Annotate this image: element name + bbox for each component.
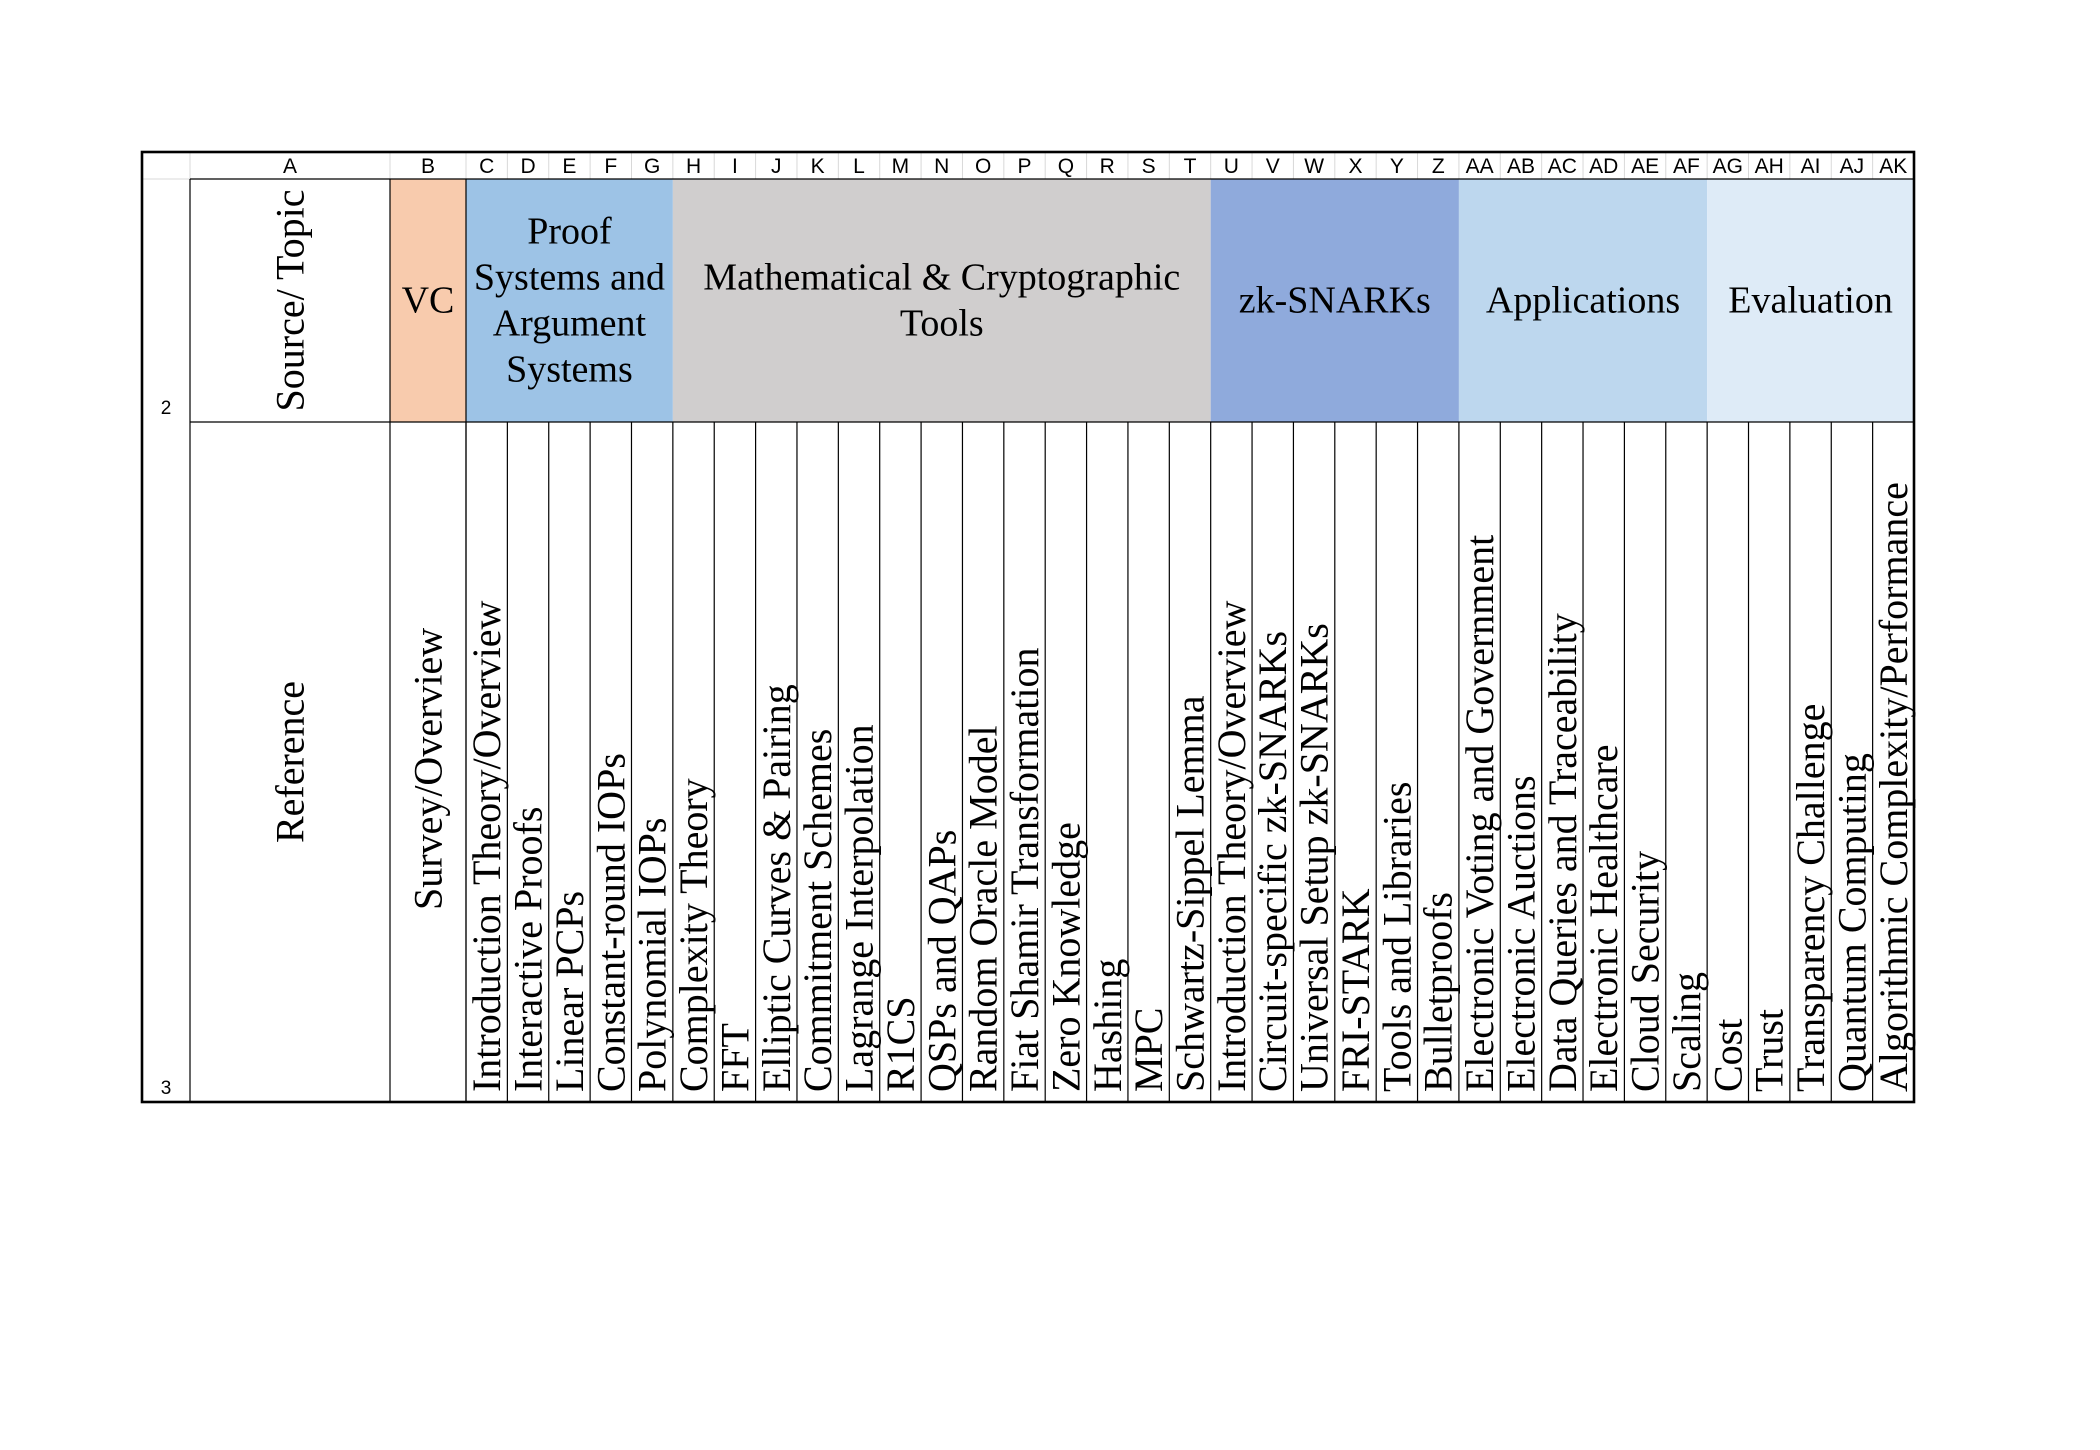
subtopic-v: Circuit-specific zk-SNARKs — [1250, 631, 1295, 1092]
column-header-ae[interactable]: AE — [1631, 155, 1659, 178]
subtopic-ac: Data Queries and Traceability — [1540, 613, 1585, 1092]
column-header-g[interactable]: G — [644, 155, 660, 178]
column-header-af[interactable]: AF — [1673, 155, 1700, 178]
category-title-proof-systems: Proof — [527, 211, 612, 253]
column-header-s[interactable]: S — [1142, 155, 1156, 178]
column-header-ab[interactable]: AB — [1507, 155, 1535, 178]
category-fill-vc — [390, 179, 466, 422]
source-topic-label: Source/ Topic — [268, 190, 313, 412]
category-title-math-crypto: Mathematical & Cryptographic — [703, 257, 1180, 299]
column-header-k[interactable]: K — [811, 155, 825, 178]
column-header-t[interactable]: T — [1184, 155, 1197, 178]
subtopic-z: Bulletproofs — [1416, 892, 1461, 1092]
category-fill-evaluation — [1707, 179, 1914, 422]
column-header-l[interactable]: L — [853, 155, 865, 178]
column-header-z[interactable]: Z — [1432, 155, 1445, 178]
column-header-f[interactable]: F — [604, 155, 617, 178]
column-header-h[interactable]: H — [686, 155, 701, 178]
column-header-ac[interactable]: AC — [1548, 155, 1577, 178]
subtopic-y: Tools and Libraries — [1374, 782, 1419, 1092]
print-area-border — [140, 150, 1916, 1104]
category-title-evaluation: Evaluation — [1728, 280, 1893, 322]
column-header-b[interactable]: B — [421, 155, 435, 178]
reference-label: Reference — [268, 681, 313, 843]
row-number-2[interactable]: 2 — [161, 398, 172, 419]
column-header-ad[interactable]: AD — [1589, 155, 1618, 178]
category-title-proof-systems: Systems — [506, 349, 633, 391]
column-header-d[interactable]: D — [520, 155, 535, 178]
subtopic-t: Schwartz-Sippel Lemma — [1168, 695, 1213, 1092]
subtopic-u: Introduction Theory/Overview — [1209, 601, 1254, 1092]
subtopic-ad: Electronic Healthcare — [1581, 744, 1626, 1092]
column-header-v[interactable]: V — [1266, 155, 1280, 178]
subtopic-k: Commitment Schemes — [795, 729, 840, 1092]
subtopic-ag: Cost — [1705, 1019, 1750, 1092]
subtopic-g: Polynomial IOPs — [630, 818, 675, 1092]
column-header-y[interactable]: Y — [1390, 155, 1404, 178]
subtopic-n: QSPs and QAPs — [919, 830, 964, 1092]
subtopic-s: MPC — [1126, 1008, 1171, 1093]
category-title-vc: VC — [402, 280, 455, 322]
category-title-proof-systems: Argument — [493, 303, 647, 345]
column-header-strip — [142, 152, 1914, 179]
subtopic-o: Random Oracle Model — [961, 725, 1006, 1092]
column-header-aj[interactable]: AJ — [1840, 155, 1865, 178]
subtopic-l: Lagrange Interpolation — [837, 724, 882, 1092]
subtopic-p: Fiat Shamir Transformation — [1002, 648, 1047, 1092]
category-fill-zk-snarks — [1210, 179, 1459, 422]
category-fill-math-crypto — [672, 179, 1211, 422]
subtopic-q: Zero Knowledge — [1043, 822, 1088, 1092]
column-header-w[interactable]: W — [1304, 155, 1324, 178]
subtopic-ab: Electronic Auctions — [1498, 775, 1543, 1092]
subtopic-i: FFT — [712, 1023, 757, 1092]
category-fill-proof-systems — [466, 179, 673, 422]
category-title-proof-systems: Systems and — [474, 257, 665, 299]
column-header-i[interactable]: I — [732, 155, 738, 178]
column-header-ag[interactable]: AG — [1713, 155, 1743, 178]
column-header-x[interactable]: X — [1348, 155, 1362, 178]
subtopic-m: R1CS — [878, 996, 923, 1092]
column-header-m[interactable]: M — [892, 155, 910, 178]
row-number-3[interactable]: 3 — [161, 1078, 172, 1099]
subtopic-r: Hashing — [1085, 959, 1130, 1092]
subtopic-af: Scaling — [1664, 972, 1709, 1092]
subtopic-b: Survey/Overview — [406, 628, 451, 910]
column-header-n[interactable]: N — [934, 155, 949, 178]
category-fill-applications — [1458, 179, 1708, 422]
column-header-c[interactable]: C — [479, 155, 494, 178]
category-title-applications: Applications — [1486, 280, 1680, 322]
subtopic-ai: Transparency Challenge — [1788, 704, 1833, 1092]
subtopic-j: Elliptic Curves & Pairing — [754, 684, 799, 1092]
category-title-zk-snarks: zk-SNARKs — [1239, 280, 1431, 322]
column-header-u[interactable]: U — [1224, 155, 1239, 178]
subtopic-x: FRI-STARK — [1333, 888, 1378, 1092]
subtopic-c: Introduction Theory/Overview — [464, 601, 509, 1092]
subtopic-aj: Quantum Computing — [1829, 753, 1874, 1092]
column-header-p[interactable]: P — [1018, 155, 1032, 178]
subtopic-h: Complexity Theory — [671, 778, 716, 1092]
column-header-e[interactable]: E — [562, 155, 576, 178]
column-header-j[interactable]: J — [771, 155, 782, 178]
column-header-a[interactable]: A — [283, 155, 297, 178]
subtopic-w: Universal Setup zk-SNARKs — [1292, 623, 1337, 1092]
subtopic-e: Linear PCPs — [547, 891, 592, 1092]
subtopic-d: Interactive Proofs — [506, 807, 551, 1092]
column-header-ak[interactable]: AK — [1879, 155, 1907, 178]
subtopic-f: Constant-round IOPs — [588, 753, 633, 1092]
column-header-o[interactable]: O — [975, 155, 991, 178]
subtopic-ak: Algorithmic Complexity/Performance — [1871, 482, 1916, 1092]
subtopic-ah: Trust — [1747, 1009, 1792, 1092]
column-header-aa[interactable]: AA — [1466, 155, 1494, 178]
subtopic-aa: Electronic Voting and Government — [1457, 535, 1502, 1092]
category-title-math-crypto: Tools — [900, 303, 984, 345]
column-header-ah[interactable]: AH — [1755, 155, 1784, 178]
column-header-q[interactable]: Q — [1058, 155, 1074, 178]
column-header-ai[interactable]: AI — [1801, 155, 1821, 178]
column-header-r[interactable]: R — [1100, 155, 1115, 178]
subtopic-ae: Cloud Security — [1623, 851, 1668, 1092]
